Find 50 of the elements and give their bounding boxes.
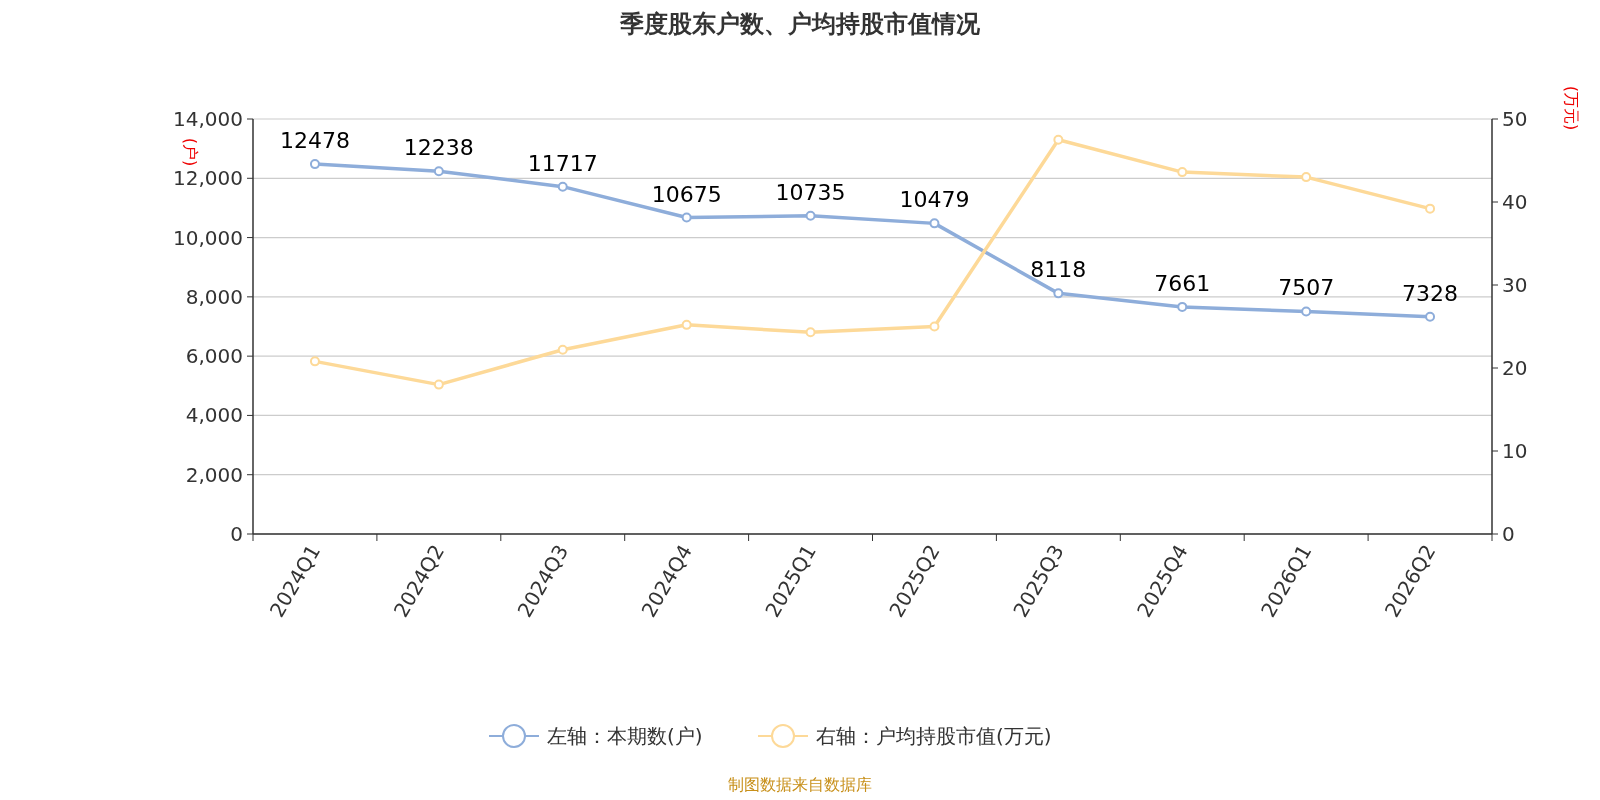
y-tick-label: 4,000: [185, 403, 243, 428]
y2-tick-label: 0: [1502, 522, 1515, 546]
point: [557, 344, 568, 355]
y2-tick-label: 20: [1502, 356, 1528, 380]
y-axis-title: (户): [181, 137, 200, 167]
text: 制图数据来自数据库: [728, 775, 872, 794]
point: [433, 379, 444, 390]
y2-tick-label: 40: [1502, 190, 1528, 214]
data-label: 10675: [651, 181, 722, 207]
y-tick-label: 12,000: [173, 166, 243, 191]
y2-tick-label: 50: [1502, 107, 1528, 131]
y-tick-label: 8,000: [185, 284, 243, 309]
point: [1425, 311, 1436, 322]
point: [1177, 167, 1188, 178]
point: [929, 218, 940, 229]
point: [557, 181, 568, 192]
data-label: 8118: [1030, 257, 1087, 283]
point: [1053, 134, 1064, 145]
y-tick-label: 14,000: [173, 107, 243, 131]
point: [1301, 306, 1312, 317]
y-tick-label: 2,000: [185, 462, 243, 487]
y2-tick-label: 30: [1502, 273, 1528, 297]
point: [681, 319, 692, 330]
point: [805, 210, 816, 221]
point: [1301, 172, 1312, 183]
legend-label: 左轴：本期数(户): [547, 724, 703, 748]
data-label: 7328: [1402, 280, 1459, 306]
point: [1177, 301, 1188, 312]
y-tick-label: 6,000: [185, 344, 243, 369]
y-tick-label: 10,000: [173, 225, 243, 250]
data-label: 12478: [279, 128, 350, 154]
data-label: 12238: [403, 135, 474, 161]
point: [309, 159, 320, 170]
chart-title: 季度股东户数、户均持股市值情况: [619, 10, 981, 38]
point: [1425, 203, 1436, 214]
point: [929, 321, 940, 332]
legend-label: 右轴：户均持股市值(万元): [816, 724, 1052, 748]
data-label: 10479: [899, 187, 970, 213]
data-label: 10735: [775, 179, 846, 205]
point: [1053, 288, 1064, 299]
y2-axis-title: (万元): [1562, 85, 1581, 131]
data-label: 11717: [527, 150, 598, 176]
point: [433, 166, 444, 177]
point: [805, 327, 816, 338]
point: [309, 356, 320, 367]
y-tick-label: 0: [230, 522, 243, 546]
data-label: 7661: [1154, 270, 1211, 296]
data-label: 7507: [1278, 275, 1335, 301]
y2-tick-label: 10: [1502, 439, 1528, 463]
point: [681, 212, 692, 223]
